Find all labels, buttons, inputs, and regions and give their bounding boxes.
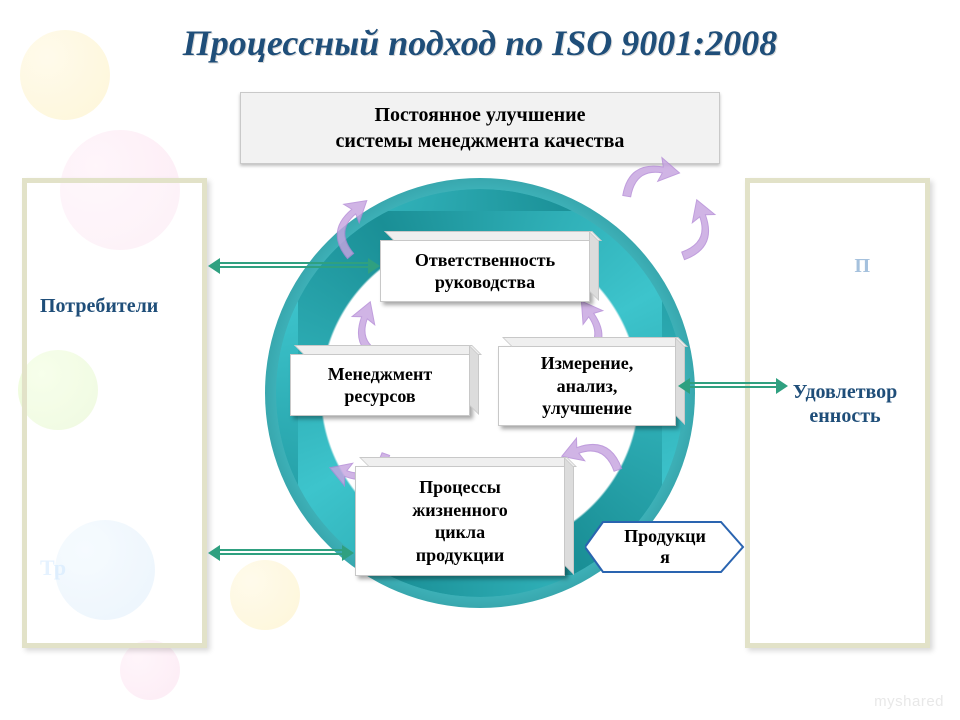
box-measurement-label: Измерение,анализ,улучшение: [541, 352, 633, 420]
box-lifecycle: Процессыжизненногоциклапродукции: [355, 466, 565, 576]
box-resources-label: Менеджментресурсов: [328, 363, 432, 408]
label-consumers-right: П: [854, 255, 870, 278]
label-consumers-left: Потребители: [40, 295, 158, 318]
box-lifecycle-label: Процессыжизненногоциклапродукции: [412, 476, 507, 566]
bg-decoration: [120, 640, 180, 700]
connector-left-bottom: [208, 545, 354, 561]
box-responsibility: Ответственностьруководства: [380, 240, 590, 302]
label-satisfaction: Удовлетворенность: [770, 380, 920, 428]
product-label: Продукция: [624, 526, 706, 567]
top-box-line1: Постоянное улучшение: [374, 104, 585, 126]
connector-right: [678, 378, 788, 394]
label-requirements: Тр: [40, 555, 66, 581]
connector-left-top: [208, 258, 380, 274]
page-title: Процессный подход по ISO 9001:2008: [0, 22, 960, 64]
watermark: myshared: [874, 693, 944, 710]
box-resources: Менеджментресурсов: [290, 354, 470, 416]
bg-decoration: [230, 560, 300, 630]
top-box-line2: системы менеджмента качества: [336, 130, 625, 152]
product-arrow-shape: Продукция: [585, 520, 745, 574]
box-measurement: Измерение,анализ,улучшение: [498, 346, 676, 426]
box-responsibility-label: Ответственностьруководства: [415, 249, 555, 294]
